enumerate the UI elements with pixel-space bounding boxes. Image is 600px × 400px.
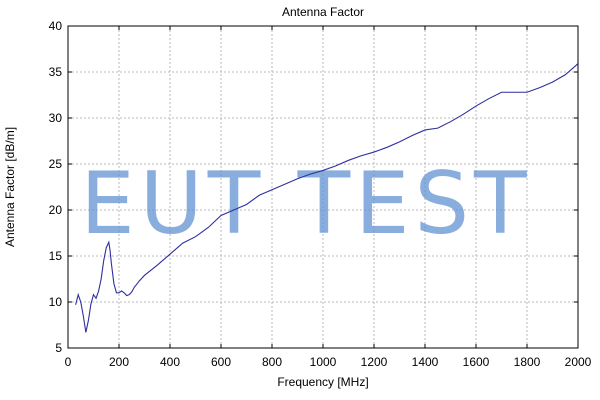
y-tick-label: 40	[49, 19, 63, 33]
x-tick-label: 1000	[310, 355, 337, 369]
x-tick-label: 2000	[565, 355, 592, 369]
watermark-text: EUT TEST	[80, 154, 531, 254]
x-tick-label: 600	[211, 355, 231, 369]
x-tick-label: 1400	[412, 355, 439, 369]
y-tick-label: 15	[49, 249, 63, 263]
x-tick-label: 800	[262, 355, 282, 369]
x-tick-label: 1800	[514, 355, 541, 369]
y-tick-label: 5	[55, 341, 62, 355]
x-tick-label: 200	[109, 355, 129, 369]
y-tick-label: 35	[49, 65, 63, 79]
antenna-factor-line	[75, 63, 579, 333]
x-tick-label: 1600	[463, 355, 490, 369]
y-tick-label: 10	[49, 295, 63, 309]
chart-title: Antenna Factor	[282, 5, 364, 19]
x-tick-label: 0	[65, 355, 72, 369]
y-tick-label: 30	[49, 111, 63, 125]
y-tick-label: 20	[49, 203, 63, 217]
x-tick-label: 1200	[361, 355, 388, 369]
x-axis-ticks: 0 200 400 600 800 1000 1200 1400 1600 1800 2000	[65, 26, 592, 369]
y-axis-label: Antenna Factor [dB/m]	[3, 127, 17, 247]
y-tick-label: 25	[49, 157, 63, 171]
y-axis-ticks: 5 10 15 20 25 30 35 40	[49, 19, 578, 355]
x-tick-label: 400	[160, 355, 180, 369]
watermark: EUT TEST	[80, 154, 531, 254]
x-axis-label: Frequency [MHz]	[277, 375, 368, 389]
grid-lines	[68, 26, 578, 348]
